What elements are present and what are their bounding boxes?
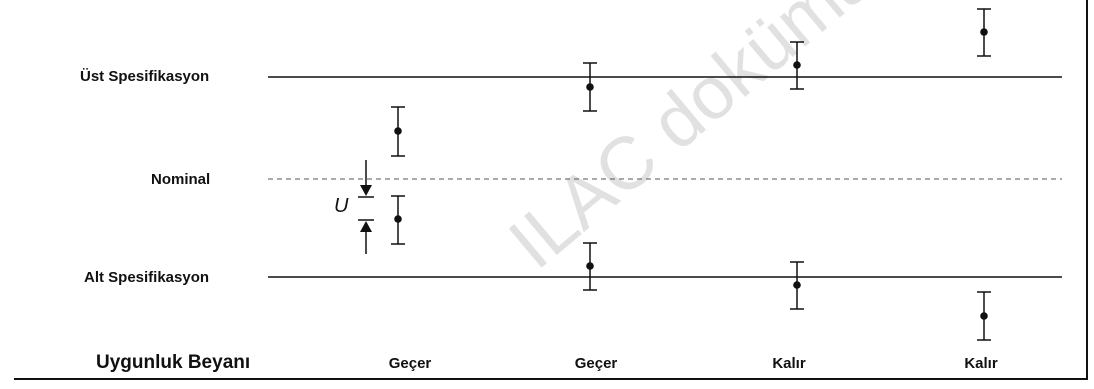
measurement-3a [790,41,804,90]
decision-1: Geçer [388,355,432,372]
decision-3: Kalır [772,355,806,372]
measurement-2a [583,62,597,112]
measurement-3b [790,261,804,310]
measurement-4b [977,291,991,341]
measurement-1a [391,106,405,157]
uncertainty-arrows [358,160,374,254]
diagram-frame [14,0,1088,380]
uncertainty-label: U [334,195,349,217]
upper-spec-label: Üst Spesifikasyon [80,68,210,85]
measurement-1b [391,195,405,245]
decision-4: Kalır [964,355,998,372]
decision-title: Uygunluk Beyanı [96,352,251,373]
measurement-4a [977,8,991,57]
nominal-label: Nominal [151,171,211,188]
measurement-2b [583,242,597,291]
decision-2: Geçer [574,355,618,372]
lower-spec-label: Alt Spesifikasyon [84,269,210,286]
